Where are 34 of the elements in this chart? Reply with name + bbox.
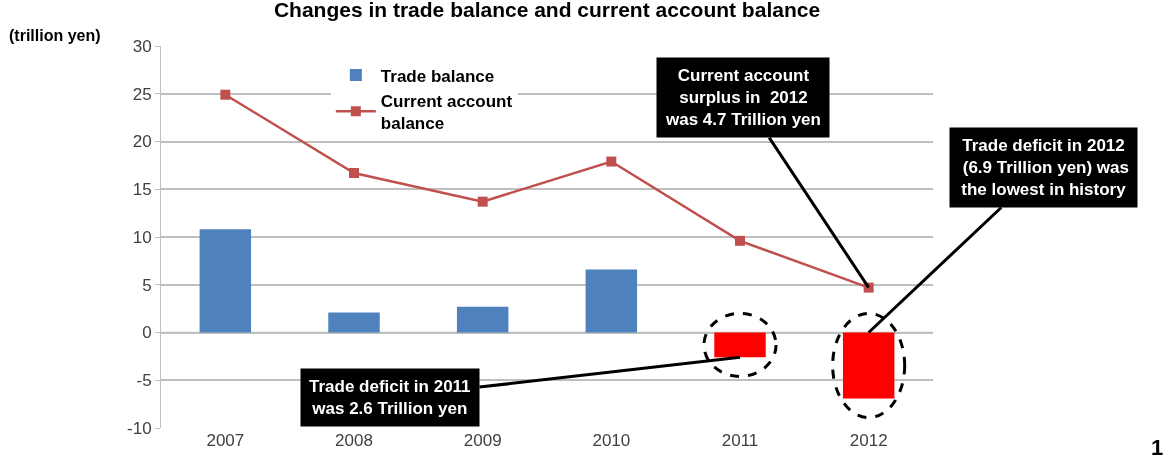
bar [328,312,380,333]
x-tick-label: 2010 [592,431,631,450]
annotation: Trade deficit in 2011 was 2.6 Trillion yen [309,377,471,419]
bar [714,332,766,358]
y-tick-label: 0 [142,323,152,343]
point [606,156,617,167]
x-tick-label: 2011 [721,431,759,450]
y-tick-label: -10 [127,418,152,438]
legend-label: Current account balance [380,91,513,133]
bar [456,306,509,333]
point [220,89,231,100]
y-tick-label: 15 [132,180,152,200]
point [477,196,488,207]
text: 1 [1151,435,1164,460]
annotation: Trade deficit in 2012 (6.9 Trillion yen) was the lowest in history [958,136,1129,200]
x-tick-label: 2007 [206,431,245,450]
y-tick-label: 5 [142,275,152,295]
legend-label: Trade balance [380,66,495,86]
y-tick-label: 20 [132,132,152,152]
y-tick-label: -5 [136,371,152,391]
annotation: Current account surplus in 2012 was 4.7 Trillion yen [665,66,821,130]
x-tick-label: 2009 [463,431,502,450]
bar [199,229,252,333]
y-tick-label: 30 [132,36,152,56]
x-tick-label: 2012 [849,431,888,450]
point [735,235,745,246]
point [349,168,359,179]
y-tick-label: 25 [132,84,152,104]
bar [585,269,638,333]
bar [842,332,895,399]
y-tick-label: 10 [132,227,152,247]
y-axis-title: (trillion yen) [9,27,101,44]
chart-title: Changes in trade balance and current account balance [273,0,821,22]
x-tick-label: 2008 [335,431,373,450]
